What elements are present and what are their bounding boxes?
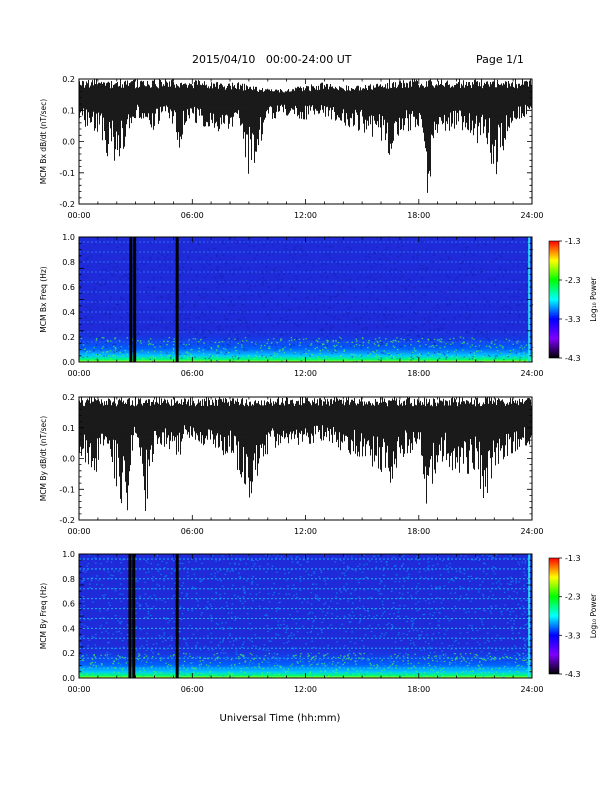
colorbar-label: Log₁₀ Power xyxy=(589,593,598,638)
colorbar-tick-label: -4.3 xyxy=(565,670,581,679)
x-tick-label: 00:00 xyxy=(67,369,90,378)
y-axis-label: MCM By Freq (Hz) xyxy=(39,583,48,649)
data-gap-2 xyxy=(132,554,136,678)
data-gap-2 xyxy=(133,237,137,362)
low-freq-band-2 xyxy=(79,327,532,362)
y-ticks-4 xyxy=(79,553,532,679)
y-tick-label: 0.8 xyxy=(62,258,75,267)
y-tick-label: 0.6 xyxy=(62,283,75,292)
y-tick-label: 0.2 xyxy=(62,393,75,402)
y-ticks-1 xyxy=(79,78,532,205)
y-tick-label: 0.4 xyxy=(62,308,75,317)
x-ticks-1 xyxy=(78,79,533,204)
y-tick-label: 0.1 xyxy=(62,106,75,115)
colorbar-tick-label: -2.3 xyxy=(565,276,581,285)
x-tick-label: 06:00 xyxy=(181,527,204,536)
x-tick-label: 24:00 xyxy=(520,527,543,536)
y-tick-label: 0.0 xyxy=(62,455,75,464)
x-tick-label: 24:00 xyxy=(520,685,543,694)
x-tick-label: 06:00 xyxy=(181,369,204,378)
colorbar-tick-label: -1.3 xyxy=(565,554,581,563)
x-tick-label: 18:00 xyxy=(407,211,430,220)
x-tick-label: 00:00 xyxy=(67,211,90,220)
x-tick-label: 12:00 xyxy=(294,369,317,378)
x-ticks-3 xyxy=(78,397,533,520)
x-ticks-4 xyxy=(78,554,533,678)
y-tick-label: 0.2 xyxy=(62,649,75,658)
trace-line-3 xyxy=(79,397,532,511)
colorbar-2 xyxy=(548,240,560,359)
y-tick-label: 0.0 xyxy=(62,674,75,683)
panel-3 xyxy=(78,396,533,521)
y-tick-label: 0.0 xyxy=(62,358,75,367)
x-tick-label: 12:00 xyxy=(294,527,317,536)
colorbar-tick-label: -1.3 xyxy=(565,237,581,246)
data-gap-1 xyxy=(128,554,132,678)
y-axis-label: MCM By dB/dt (nT/sec) xyxy=(39,416,48,501)
colorbar-tick-label: -2.3 xyxy=(565,593,581,602)
y-tick-label: 0.2 xyxy=(62,333,75,342)
x-ticks-2 xyxy=(78,237,533,362)
x-tick-label: 06:00 xyxy=(181,685,204,694)
data-gap-3 xyxy=(175,554,179,678)
x-tick-label: 24:00 xyxy=(520,369,543,378)
y-tick-label: 0.6 xyxy=(62,600,75,609)
x-tick-label: 00:00 xyxy=(67,685,90,694)
x-tick-label: 12:00 xyxy=(294,685,317,694)
x-tick-label: 00:00 xyxy=(67,527,90,536)
y-tick-label: 0.0 xyxy=(62,138,75,147)
low-freq-speckle-2 xyxy=(80,336,534,363)
data-gap-3 xyxy=(175,237,179,362)
header-page-number: Page 1/1 xyxy=(476,53,524,66)
x-axis-label: Universal Time (hh:mm) xyxy=(220,713,341,724)
header-date-range: 2015/04/10 00:00-24:00 UT xyxy=(192,53,352,66)
panel-4 xyxy=(78,553,562,679)
y-axis-label: MCM Bx Freq (Hz) xyxy=(39,266,48,332)
y-ticks-2 xyxy=(79,236,532,363)
y-tick-label: 0.4 xyxy=(62,624,75,633)
y-tick-label: -0.2 xyxy=(59,516,75,525)
trace-line-1 xyxy=(79,79,532,193)
x-tick-label: 18:00 xyxy=(407,685,430,694)
data-gap-1 xyxy=(129,237,133,362)
x-tick-label: 12:00 xyxy=(294,211,317,220)
x-tick-label: 18:00 xyxy=(407,369,430,378)
colorbar-4 xyxy=(548,557,560,675)
y-tick-label: -0.2 xyxy=(59,200,75,209)
y-tick-label: -0.1 xyxy=(59,485,75,494)
x-tick-label: 24:00 xyxy=(520,211,543,220)
colorbar-tick-label: -3.3 xyxy=(565,315,581,324)
y-tick-label: 0.8 xyxy=(62,575,75,584)
y-tick-label: 0.1 xyxy=(62,424,75,433)
y-tick-label: 0.2 xyxy=(62,75,75,84)
x-tick-label: 18:00 xyxy=(407,527,430,536)
y-tick-label: 1.0 xyxy=(62,233,75,242)
colorbar-tick-label: -3.3 xyxy=(565,631,581,640)
colorbar-tick-label: -4.3 xyxy=(565,354,581,363)
panel-2 xyxy=(78,236,562,363)
y-tick-label: 1.0 xyxy=(62,550,75,559)
colorbar-label: Log₁₀ Power xyxy=(589,276,598,321)
y-ticks-3 xyxy=(79,396,532,521)
panel-1 xyxy=(78,78,533,205)
y-axis-label: MCM Bx dB/dt (nT/sec) xyxy=(39,99,48,184)
y-tick-label: -0.1 xyxy=(59,169,75,178)
x-tick-label: 06:00 xyxy=(181,211,204,220)
